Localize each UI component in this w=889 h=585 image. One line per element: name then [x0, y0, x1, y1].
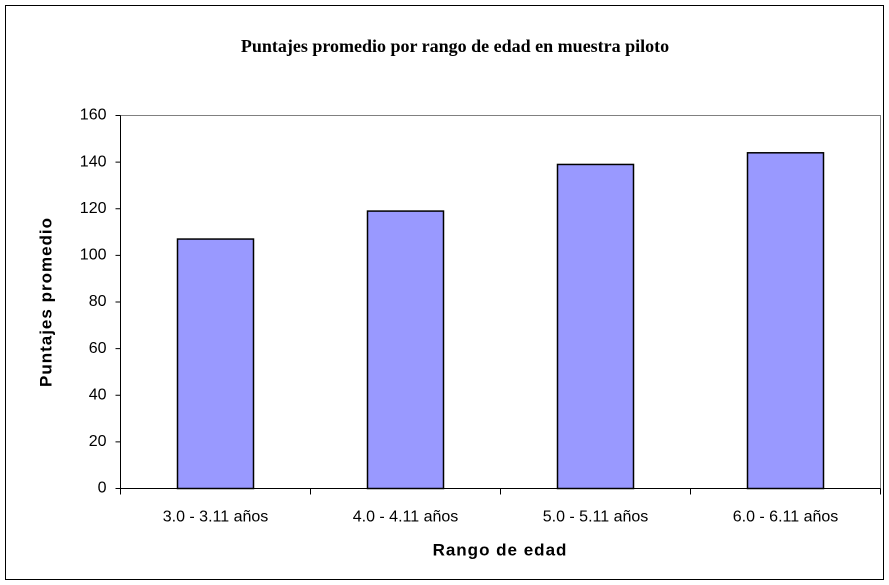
chart-title: Puntajes promedio por rango de edad en m… — [241, 36, 669, 56]
y-tick-label: 100 — [80, 247, 107, 264]
y-tick-label: 120 — [80, 200, 107, 217]
x-tick-label: 3.0 - 3.11 años — [163, 509, 269, 526]
bar — [556, 163, 635, 490]
bar — [366, 210, 445, 490]
bar — [176, 238, 255, 490]
chart-border — [5, 5, 884, 580]
y-axis-title: Puntajes promedio — [36, 217, 55, 387]
x-axis-title: Rango de edad — [433, 540, 568, 559]
x-tick-label: 6.0 - 6.11 años — [733, 509, 839, 526]
y-tick-label: 0 — [98, 480, 107, 497]
y-tick-label: 140 — [80, 153, 107, 170]
y-tick-label: 80 — [89, 293, 107, 310]
x-tick-label: 4.0 - 4.11 años — [353, 509, 459, 526]
x-tick-label: 5.0 - 5.11 años — [543, 509, 649, 526]
bar — [746, 152, 825, 490]
y-tick-label: 60 — [89, 340, 107, 357]
y-tick-label: 20 — [89, 433, 107, 450]
y-tick-label: 160 — [80, 107, 107, 124]
y-tick-label: 40 — [89, 386, 107, 403]
